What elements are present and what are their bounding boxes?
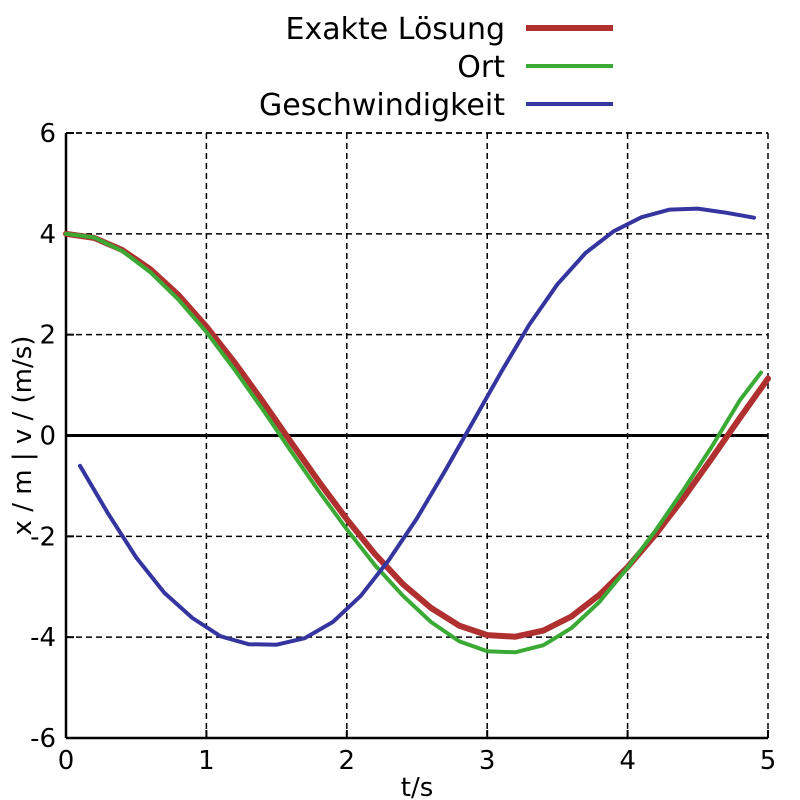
series-line-ort (64, 231, 763, 655)
y-tick-label-2: 2 (39, 321, 56, 351)
x-tick-label-3: 3 (479, 746, 496, 776)
y-tick-label-4: 4 (39, 220, 56, 250)
legend: Exakte Lösung Ort Geschwindigkeit (259, 12, 613, 123)
series-line-geschwindigkeit (78, 206, 756, 647)
y-tick-label-0: 0 (39, 422, 56, 452)
legend-label-ort: Ort (457, 50, 505, 85)
y-axis-label: x / m | v / (m/s) (8, 336, 38, 536)
x-tick-label-5: 5 (760, 746, 777, 776)
x-axis-label: t/s (401, 773, 434, 800)
legend-label-exakte-loesung: Exakte Lösung (286, 12, 505, 47)
x-tick-label-2: 2 (339, 746, 356, 776)
x-tick-label-0: 0 (58, 746, 75, 776)
y-tick-label--4: -4 (30, 623, 56, 653)
series-lines (63, 206, 771, 655)
y-tick-label-6: 6 (39, 119, 56, 149)
y-tick-label--2: -2 (30, 522, 56, 552)
x-tick-label-1: 1 (198, 746, 215, 776)
x-tick-label-4: 4 (619, 746, 636, 776)
legend-label-geschwindigkeit: Geschwindigkeit (259, 88, 505, 123)
axis-ticks: 0 1 2 3 4 5 -6 -4 -2 0 2 4 6 (30, 119, 776, 776)
y-tick-label--6: -6 (30, 724, 56, 754)
